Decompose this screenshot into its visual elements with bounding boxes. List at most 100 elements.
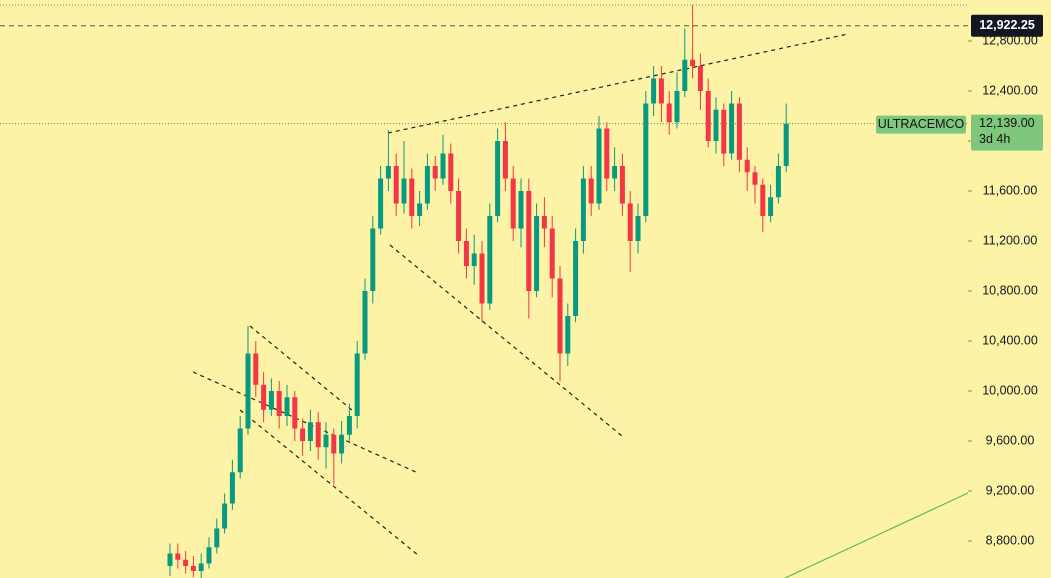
y-tick-label: 8,800.00 (986, 533, 1035, 547)
candle-body (690, 59, 696, 66)
candle-body (183, 559, 189, 566)
candle-body (471, 253, 477, 266)
candle-body (268, 391, 274, 410)
candle-body (612, 166, 618, 179)
candle-body (284, 397, 290, 416)
y-tick-label: 12,400.00 (982, 83, 1038, 97)
candle-body (167, 553, 173, 566)
candle-body (658, 78, 664, 104)
candle-body (409, 178, 415, 216)
candle-body (775, 166, 781, 198)
high-price-label: 12,922.25 (979, 18, 1035, 32)
last-price-label: 12,139.00 (979, 116, 1035, 130)
candle-body (666, 103, 672, 123)
candle-body (463, 241, 469, 266)
high-price-box (971, 14, 1043, 37)
plot-area (167, 5, 789, 578)
candle-body (354, 353, 360, 416)
y-tick-label: 12,800.00 (982, 33, 1038, 47)
candle-body (495, 141, 501, 216)
candle-body (401, 178, 407, 204)
candle-body (307, 422, 313, 441)
candle-body (229, 472, 235, 504)
candle-body (744, 159, 750, 173)
candle-body (682, 59, 688, 91)
candle-body (596, 128, 602, 204)
candle-body (362, 291, 368, 354)
candle-body (604, 128, 610, 179)
candle-body (721, 109, 727, 154)
candle-body (393, 166, 399, 204)
candle-body (627, 203, 633, 241)
candle-body (424, 166, 430, 204)
candle-body (573, 241, 579, 316)
y-tick-label: 9,600.00 (986, 433, 1035, 447)
candle-body (651, 78, 657, 104)
support-line (784, 492, 969, 578)
symbol-label: ULTRACEMCO (878, 117, 965, 131)
candle-body (385, 166, 391, 179)
candle-body (713, 109, 719, 141)
candle-body (768, 197, 774, 216)
candle-body (245, 353, 251, 429)
last-price-box (971, 114, 1043, 151)
candle-body (557, 278, 563, 354)
candle-body (292, 397, 298, 429)
candle-body (417, 203, 423, 216)
y-tick-label: 10,400.00 (982, 333, 1038, 347)
candle-body (276, 391, 282, 416)
candle-body (190, 566, 196, 571)
candle-body (300, 428, 306, 441)
candle-body (752, 172, 758, 185)
countdown-label: 3d 4h (979, 132, 1010, 146)
candle-body (705, 91, 711, 141)
candle-body (526, 191, 532, 291)
candle-body (674, 91, 680, 123)
candle-body (222, 503, 228, 529)
candle-body (315, 422, 321, 448)
symbol-box (876, 115, 966, 134)
candle-body (346, 416, 352, 435)
candle-body (518, 191, 524, 229)
candle-body (175, 553, 181, 560)
trend-lines (192, 33, 849, 556)
trend-line (192, 371, 419, 474)
candle-body (729, 103, 735, 154)
candle-body (697, 66, 703, 91)
candle-body (783, 123, 789, 166)
candle-body (237, 428, 243, 473)
candle-body (487, 216, 493, 304)
y-tick-label: 10,000.00 (982, 383, 1038, 397)
candle-body (541, 216, 547, 229)
candle-body (643, 103, 649, 216)
candle-body (370, 228, 376, 291)
candle-body (432, 166, 438, 179)
trend-line (387, 33, 849, 134)
candle-body (588, 178, 594, 204)
trend-line (239, 409, 419, 556)
y-tick-label: 9,200.00 (986, 483, 1035, 497)
candle-body (534, 216, 540, 291)
candle-body (253, 353, 259, 385)
trend-line (249, 325, 353, 411)
candle-body (456, 191, 462, 241)
candle-body (378, 178, 384, 229)
candle-body (502, 141, 508, 179)
candle-body (331, 434, 337, 454)
candle-body (619, 166, 625, 204)
candle-body (448, 153, 454, 191)
candle-body (635, 216, 641, 241)
candle-body (261, 384, 267, 410)
candle-body (339, 434, 345, 454)
candle-body (198, 563, 204, 571)
candle-body (479, 253, 485, 304)
candle-body (323, 434, 329, 448)
y-tick-label: 11,600.00 (983, 183, 1038, 197)
trend-line (389, 244, 623, 437)
candle-body (549, 228, 555, 279)
y-tick-label: 10,800.00 (982, 283, 1038, 297)
candle-body (580, 178, 586, 241)
y-tick-label: 11,200.00 (983, 233, 1038, 247)
